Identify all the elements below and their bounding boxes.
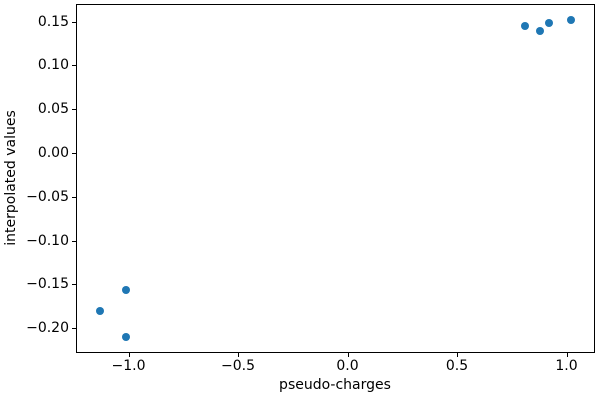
y-tick-mark [72,284,76,286]
scatter-point [122,286,131,295]
y-tick-label: 0.10 [37,57,69,74]
scatter-point [96,306,105,315]
y-tick-label: −0.10 [26,232,69,249]
y-tick-label: −0.20 [26,320,69,337]
y-tick-mark [72,328,76,330]
x-tick-mark [128,353,130,357]
scatter-point [566,15,575,24]
x-tick-label: −1.0 [111,358,146,374]
y-tick-mark [72,196,76,198]
y-tick-mark [72,21,76,23]
y-tick-label: −0.15 [26,276,69,293]
x-tick-mark [238,353,240,357]
y-tick-mark [72,153,76,155]
scatter-point [536,27,545,36]
y-tick-mark [72,65,76,67]
y-tick-label: 0.15 [37,13,69,30]
x-axis-label: pseudo-charges [279,377,391,393]
x-tick-mark [347,353,349,357]
y-tick-label: −0.05 [26,188,69,205]
y-axis-label: interpolated values [3,110,19,246]
y-tick-label: 0.00 [37,145,69,162]
y-tick-mark [72,109,76,111]
x-tick-label: 1.0 [555,358,578,374]
scatter-point [545,18,553,27]
x-tick-label: 0.5 [445,358,469,374]
y-tick-label: 0.05 [37,101,69,118]
scatter-point [122,332,131,341]
x-tick-label: −0.5 [221,358,256,374]
plot-area [76,4,595,353]
scatter-point [520,22,529,31]
y-tick-mark [72,240,76,242]
x-tick-label: 0.0 [336,358,359,374]
x-tick-mark [457,353,459,357]
x-tick-mark [566,353,568,357]
